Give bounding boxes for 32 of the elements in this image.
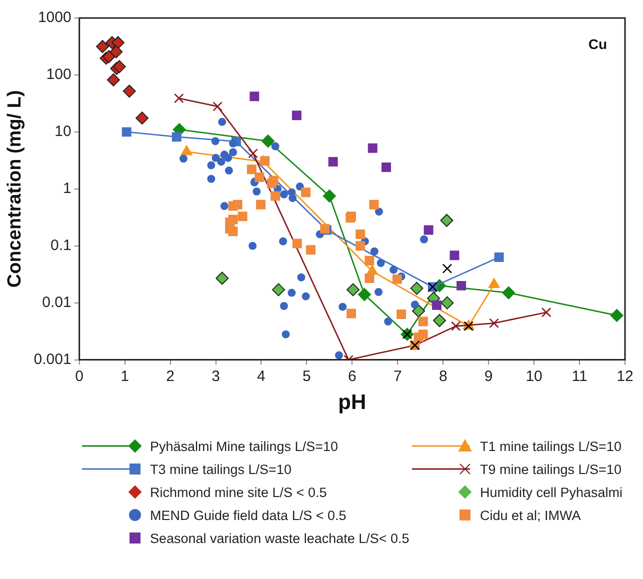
x-tick-label: 8 — [438, 368, 448, 385]
y-tick-label: 100 — [46, 66, 72, 84]
x-tick-label: 10 — [526, 368, 542, 385]
legend-label: Pyhäsalmi Mine tailings L/S=10 — [150, 438, 338, 454]
y-tick-label: 0.01 — [42, 294, 72, 311]
legend-label: T1 mine tailings L/S=10 — [480, 438, 622, 454]
y-tick-label: 10 — [54, 123, 72, 140]
x-tick-label: 5 — [302, 368, 311, 385]
x-tick-label: 12 — [616, 368, 634, 385]
y-axis-title: Concentration (mg/ L) — [4, 90, 26, 288]
legend-label: Humidity cell Pyhasalmi — [480, 484, 623, 500]
legend-label: T9 mine tailings L/S=10 — [480, 462, 622, 476]
legend-label: MEND Guide field data L/S < 0.5 — [150, 508, 346, 522]
x-tick-label: 1 — [120, 368, 129, 385]
x-tick-label: 9 — [484, 368, 493, 385]
legend-label: Richmond mine site L/S < 0.5 — [150, 484, 327, 500]
legend-label: T3 mine tailings L/S=10 — [150, 462, 292, 476]
x-axis-title: pH — [338, 391, 366, 414]
x-tick-label: 7 — [393, 368, 402, 385]
annotation: Cu — [588, 36, 607, 52]
legend-label: Seasonal variation waste leachate L/S< 0.5 — [150, 530, 410, 546]
x-tick-label: 6 — [348, 368, 356, 385]
y-tick-label: 1000 — [38, 9, 72, 26]
legend-label: Cidu et al; IMWA — [480, 508, 581, 522]
x-tick-label: 4 — [257, 368, 266, 385]
y-tick-label: 1 — [62, 180, 72, 198]
y-tick-label: 0.1 — [50, 237, 72, 254]
x-tick-label: 11 — [572, 368, 588, 385]
x-tick-label: 3 — [212, 368, 220, 385]
x-tick-label: 2 — [166, 368, 174, 385]
y-tick-label: 0.001 — [34, 350, 72, 368]
x-tick-label: 0 — [75, 368, 84, 385]
